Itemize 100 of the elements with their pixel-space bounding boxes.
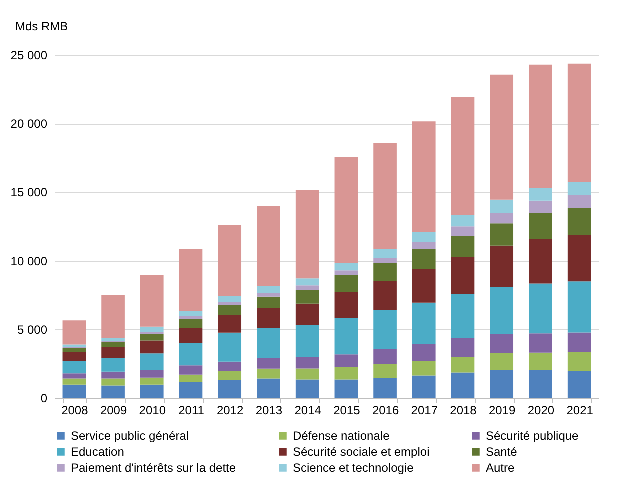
bar: [529, 370, 552, 398]
bar: [218, 305, 242, 315]
bar: [412, 376, 436, 398]
bar: [62, 348, 86, 352]
bar: [218, 371, 242, 380]
x-tick-label: 2021: [566, 404, 594, 418]
bar: [334, 292, 358, 318]
x-tick-label: 2020: [528, 404, 555, 418]
legend-label: Sécurité publique: [486, 429, 580, 443]
bar: [490, 246, 514, 288]
bar: [490, 213, 514, 224]
bar: [451, 358, 475, 373]
y-axis-title: Mds RMB: [16, 20, 68, 34]
legend-label: Défense nationale: [293, 429, 390, 443]
bar: [62, 378, 86, 385]
bar: [490, 200, 514, 214]
bar: [529, 239, 552, 284]
bar: [451, 294, 475, 338]
bar: [451, 258, 475, 295]
bar: [257, 293, 280, 297]
bar: [529, 284, 552, 334]
bar: [412, 269, 436, 303]
bar: [140, 370, 164, 378]
bar: [179, 318, 203, 328]
bar: [451, 98, 475, 216]
bar: [102, 338, 125, 342]
bar: [102, 386, 125, 398]
bar: [218, 314, 242, 333]
bar: [296, 290, 320, 304]
bar: [334, 318, 358, 355]
legend-label: Science et technologie: [293, 461, 414, 475]
bar: [374, 364, 397, 378]
bar: [490, 370, 514, 398]
bar: [218, 332, 242, 362]
bar: [568, 235, 592, 282]
bar: [490, 74, 514, 200]
bar: [334, 157, 358, 264]
bar: [568, 332, 592, 352]
bar: [257, 368, 280, 379]
bar: [218, 302, 242, 306]
bar: [529, 200, 552, 214]
bar: [529, 352, 552, 371]
bar: [374, 258, 397, 264]
bar: [568, 208, 592, 236]
bar: [296, 357, 320, 369]
y-tick-label: 15 000: [10, 186, 48, 200]
x-tick-label: 2012: [217, 404, 244, 418]
bar: [257, 358, 280, 369]
x-tick-label: 2019: [489, 404, 516, 418]
bar: [568, 352, 592, 372]
y-tick-label: 5 000: [17, 322, 48, 337]
bar: [334, 263, 358, 271]
bar: [490, 287, 514, 334]
bar: [529, 188, 552, 201]
bar: [62, 344, 86, 348]
bar: [334, 275, 358, 292]
x-tick-label: 2011: [178, 404, 205, 418]
bar: [62, 374, 86, 379]
legend-label: Education: [71, 445, 124, 459]
bar: [140, 334, 164, 341]
bar: [568, 282, 592, 333]
bar: [334, 354, 358, 368]
y-tick-label: 10 000: [10, 254, 48, 268]
bar: [257, 308, 280, 328]
x-tick-label: 2017: [411, 404, 438, 418]
bar: [179, 366, 203, 375]
bar: [374, 263, 397, 282]
bar: [179, 316, 203, 319]
bar: [529, 334, 552, 353]
x-tick-label: 2018: [450, 404, 478, 418]
legend-label: Autre: [486, 461, 516, 475]
x-tick-label: 2008: [62, 404, 89, 418]
bar: [62, 352, 86, 362]
legend-label: Service public général: [71, 429, 190, 443]
x-tick-label: 2015: [334, 404, 361, 418]
bar: [374, 310, 397, 350]
y-tick-label: 0: [40, 392, 48, 406]
bar: [374, 143, 397, 250]
bar: [102, 378, 125, 386]
bar: [296, 190, 320, 279]
bar: [334, 380, 358, 398]
x-tick-label: 2009: [100, 404, 128, 418]
bar: [62, 320, 86, 345]
y-tick-label: 20 000: [10, 117, 48, 132]
bar: [374, 349, 397, 365]
bar: [568, 372, 592, 398]
bar: [179, 382, 203, 398]
bar: [568, 64, 592, 182]
bar: [140, 384, 164, 398]
bar: [257, 286, 280, 294]
bar: [102, 295, 125, 338]
bar: [257, 206, 280, 286]
bar: [490, 354, 514, 371]
bar: [179, 328, 203, 344]
bar: [568, 182, 592, 196]
bar: [218, 296, 242, 303]
bar: [451, 372, 475, 398]
bar: [140, 275, 164, 327]
bar: [179, 343, 203, 366]
bar: [296, 278, 320, 286]
